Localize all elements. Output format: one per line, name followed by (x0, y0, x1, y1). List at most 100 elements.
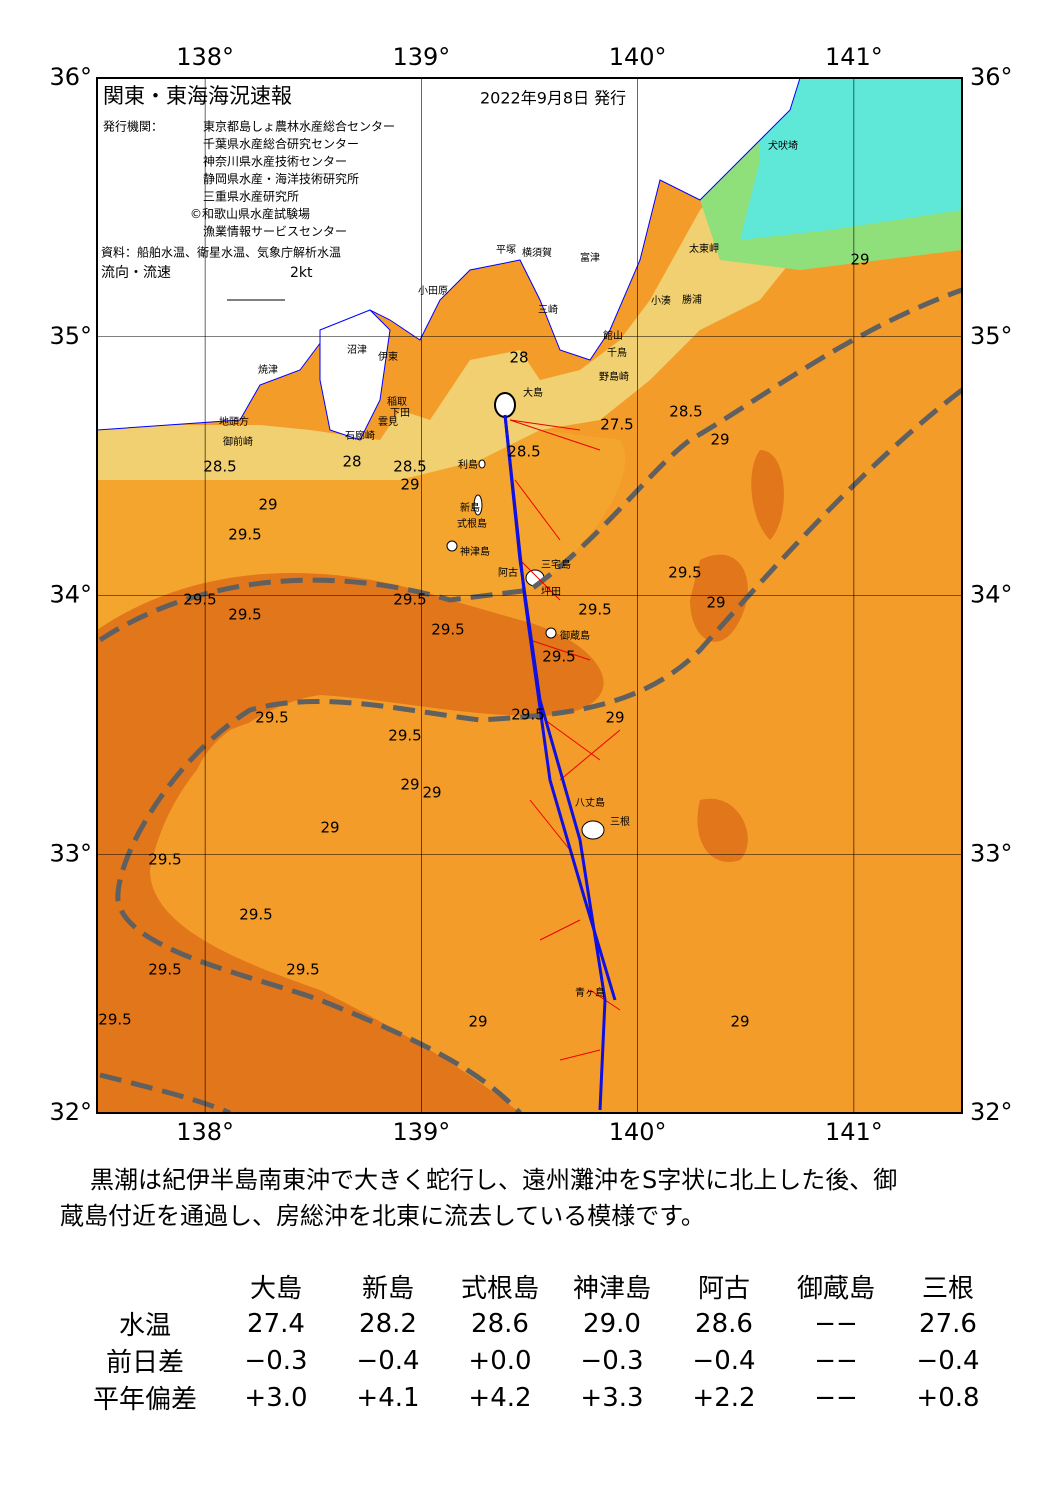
place-name: 利島 (458, 458, 478, 471)
lat-label: 34° (970, 581, 1013, 609)
contour-label: 28 (342, 453, 361, 471)
place-name: 三崎 (538, 303, 558, 316)
lat-label: 35° (49, 322, 92, 350)
contour-label: 29 (258, 496, 277, 514)
island (494, 392, 516, 418)
table-cell: +0.8 (916, 1382, 980, 1413)
contour-label: 28.5 (203, 458, 236, 476)
table-cell: +0.0 (468, 1345, 532, 1376)
contour-label: 29 (320, 819, 339, 837)
table-cell: 27.4 (247, 1308, 305, 1339)
table-cell: 28.6 (471, 1308, 529, 1339)
place-name: 平塚 (496, 244, 516, 256)
contour-label: 29.5 (286, 961, 319, 979)
contour-label: 29 (400, 476, 419, 494)
table-cell: 阿古 (697, 1274, 750, 1304)
table-cell: 28.2 (359, 1308, 417, 1339)
lon-label: 138° (176, 43, 234, 71)
issuer: 東京都島しょ農林水産総合センター (203, 119, 395, 134)
place-name: 御蔵島 (560, 629, 590, 642)
place-name: 青ヶ島 (575, 986, 605, 999)
contour-label: 29.5 (148, 851, 181, 869)
table-cell: −0.4 (692, 1345, 756, 1376)
table-cell: 御蔵島 (796, 1274, 875, 1304)
contour-label: 29 (468, 1013, 487, 1031)
table-cell: −− (814, 1382, 858, 1413)
table-row: 平年偏差 +3.0 +4.1 +4.2 +3.3 +2.2 −− +0.8 (70, 1379, 1004, 1416)
contour-label: 29.5 (578, 601, 611, 619)
legend-label: 流向・流速 (101, 265, 171, 281)
table-cell: 式根島 (460, 1274, 539, 1304)
place-name: 石廊崎 (345, 429, 375, 442)
place-name: 伊東 (378, 350, 398, 363)
lon-label: 140° (609, 1118, 667, 1146)
place-name: 新島 (460, 501, 480, 514)
title: 関東・東海海況速報 (103, 84, 292, 108)
contour-label: 29 (422, 784, 441, 802)
summary-line: 蔵島付近を通過し、房総沖を北東に流去している模様です。 (60, 1202, 705, 1230)
table-cell: −− (814, 1345, 858, 1376)
place-name: 坪田 (541, 585, 561, 598)
contour-label: 29.5 (228, 526, 261, 544)
table-cell: −− (814, 1308, 858, 1339)
table-cell: 29.0 (583, 1308, 641, 1339)
contour-label: 29 (710, 431, 729, 449)
table-cell: 大島 (249, 1274, 302, 1304)
place-name: 大島 (523, 386, 543, 399)
place-name: 小湊 (651, 294, 671, 307)
table-cell: 前日差 (105, 1348, 184, 1378)
table-cell: +3.0 (244, 1382, 308, 1413)
issuer: 漁業情報サービスセンター (203, 225, 347, 239)
sea-region (190, 707, 522, 936)
contour-label: 29 (605, 709, 624, 727)
contour-label: 28.5 (507, 443, 540, 461)
contour-label: 29.5 (542, 648, 575, 666)
table-cell: 新島 (361, 1274, 414, 1304)
map-frame (96, 77, 963, 1114)
table-cell: −0.3 (580, 1345, 644, 1376)
summary-line: 黒潮は紀伊半島南東沖で大きく蛇行し、遠州灘沖をS字状に北上した後、御 (90, 1166, 898, 1194)
contour-label: 28.5 (669, 403, 702, 421)
contour-label: 29.5 (183, 591, 216, 609)
date: 2022年9月8日 発行 (480, 89, 626, 108)
contour-label: 29.5 (228, 606, 261, 624)
contour-label: 29 (400, 776, 419, 794)
lon-label: 138° (176, 1118, 234, 1146)
lat-label: 34° (49, 581, 92, 609)
issuer-label: 発行機関： (103, 119, 163, 134)
contour-label: 29 (706, 594, 725, 612)
table-row: 前日差 −0.3 −0.4 +0.0 −0.3 −0.4 −− −0.4 (70, 1342, 1004, 1379)
legend-speed: 2kt (290, 265, 313, 281)
contour-label: 27.5 (600, 416, 633, 434)
table-cell: 三根 (921, 1274, 974, 1304)
sea-region (97, 430, 626, 640)
place-name: 犬吠埼 (768, 139, 798, 152)
table-header: 大島 新島 式根島 神津島 阿古 御蔵島 三根 (70, 1268, 1004, 1305)
issuer: 静岡県水産・海洋技術研究所 (203, 171, 359, 186)
lat-label: 36° (970, 63, 1013, 91)
place-name: 下田 (390, 408, 410, 419)
table-cell (70, 1268, 220, 1305)
table-cell: +4.1 (356, 1382, 420, 1413)
table-cell: 27.6 (919, 1308, 977, 1339)
island (473, 494, 483, 516)
place-name: 小田原 (418, 285, 448, 297)
table-cell: 28.6 (695, 1308, 753, 1339)
contour-label: 29.5 (98, 1011, 131, 1029)
contour-label: 29.5 (239, 906, 272, 924)
contour-label: 29.5 (388, 727, 421, 745)
lon-label: 139° (392, 1118, 450, 1146)
contour-label: 29 (850, 251, 869, 269)
warm-region (97, 572, 604, 1113)
island (545, 627, 557, 639)
place-name: 千鳥 (607, 346, 627, 359)
place-name: 勝浦 (682, 293, 702, 306)
observation-table: 大島 新島 式根島 神津島 阿古 御蔵島 三根 水温 27.4 28.2 28.6 29.0 28.6 −… (70, 1268, 1004, 1416)
contour-label: 29.5 (393, 591, 426, 609)
source: 資料：船舶水温、衛星水温、気象庁解析水温 (101, 245, 341, 260)
table-cell: 平年偏差 (92, 1385, 197, 1415)
table-cell: −0.4 (356, 1345, 420, 1376)
warm-region (690, 450, 784, 862)
place-name: 阿古 (498, 566, 518, 579)
